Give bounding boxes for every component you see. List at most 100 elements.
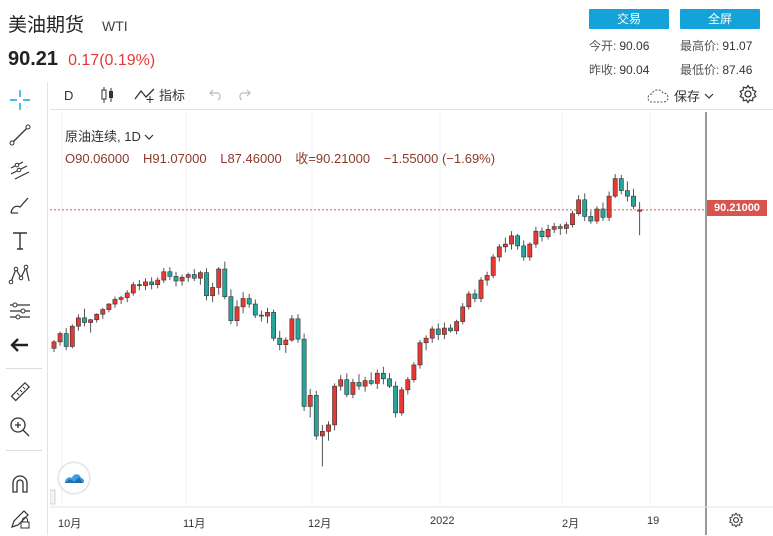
candle-body	[600, 208, 606, 218]
candle-body	[69, 325, 75, 347]
lock-drawing-icon[interactable]	[8, 507, 32, 531]
x-label-oct: 10月	[58, 518, 82, 530]
candle-body	[563, 224, 569, 229]
candle-body	[137, 284, 142, 286]
chevron-down-icon	[704, 93, 714, 99]
candle-body	[423, 337, 429, 344]
candle-body	[551, 226, 557, 230]
candle-body	[228, 296, 234, 321]
candle-body	[246, 298, 252, 305]
series-label: 原油连续, 1D	[65, 129, 141, 144]
candle-body	[545, 229, 551, 238]
candle-body	[460, 306, 466, 322]
candle-body	[484, 275, 490, 281]
candle-body	[612, 178, 618, 197]
price-change: 0.17(0.19%)	[68, 52, 156, 69]
candle-body	[472, 293, 478, 299]
candlestick-chart[interactable]	[50, 112, 773, 535]
brush-icon[interactable]	[8, 193, 32, 217]
candle-body	[454, 321, 459, 332]
candle-body	[240, 298, 246, 308]
candle-body	[149, 281, 154, 285]
candle-body	[570, 213, 575, 226]
magnet-icon[interactable]	[8, 472, 32, 496]
drawing-toolbar	[0, 82, 48, 535]
candle-body	[539, 230, 545, 238]
undo-icon[interactable]	[208, 87, 224, 104]
candle-body	[118, 297, 124, 300]
tool-divider	[6, 368, 42, 369]
series-legend[interactable]: 原油连续, 1D	[65, 126, 154, 145]
candle-body	[399, 389, 405, 414]
candle-body	[466, 293, 472, 308]
axis-settings-gear-icon[interactable]	[728, 512, 744, 533]
legend-low: L87.46000	[220, 151, 282, 166]
stat-open-value: 90.06	[619, 39, 650, 53]
save-button[interactable]: 保存	[646, 86, 714, 105]
candle-body	[313, 395, 319, 437]
candle-body	[82, 317, 87, 323]
candle-body	[234, 306, 240, 321]
last-price: 90.21	[8, 48, 59, 70]
candle-body	[106, 303, 112, 310]
candle-body	[478, 279, 484, 299]
candle-body	[527, 243, 533, 258]
candle-body	[350, 382, 356, 395]
candle-body	[496, 246, 502, 258]
candle-body	[51, 341, 57, 349]
candle-body	[283, 339, 289, 345]
cloud-logo-icon	[65, 474, 85, 483]
stat-prev-close: 昨收: 90.04	[589, 61, 649, 78]
candle-body	[301, 338, 307, 407]
candle-body	[338, 379, 344, 387]
trade-button[interactable]: 交易	[589, 9, 669, 29]
candle-type-icon[interactable]	[100, 86, 116, 107]
candle-body	[161, 271, 167, 281]
interval-button[interactable]: D	[64, 88, 74, 103]
candle-body	[112, 299, 118, 305]
crosshair-icon[interactable]	[8, 88, 32, 112]
candle-body	[124, 292, 130, 298]
stat-low-label: 最低价:	[680, 63, 720, 77]
brand-logo[interactable]	[58, 462, 90, 494]
candle-body	[271, 312, 276, 339]
candle-body	[326, 424, 331, 432]
candle-body	[155, 279, 161, 285]
candle-body	[533, 230, 539, 245]
candle-body	[631, 195, 636, 207]
zoom-in-icon[interactable]	[8, 415, 32, 439]
save-label: 保存	[674, 89, 701, 104]
arrow-back-icon[interactable]	[8, 333, 32, 357]
candle-body	[502, 243, 508, 248]
pattern-icon[interactable]	[8, 263, 32, 287]
candle-body	[509, 235, 514, 245]
candle-body	[198, 272, 203, 279]
stat-high-label: 最高价:	[680, 39, 720, 53]
candle-body	[448, 327, 453, 332]
candle-body	[265, 312, 270, 317]
stat-open-label: 今开:	[589, 39, 617, 53]
candle-body	[344, 379, 350, 395]
candle-body	[588, 216, 594, 222]
indicators-button[interactable]: 指标	[134, 85, 185, 104]
chart-toolbar: D 指标 保存	[50, 84, 773, 110]
candle-body	[618, 178, 624, 191]
trend-line-icon[interactable]	[8, 123, 32, 147]
instrument-title: 美油期货	[8, 15, 85, 36]
candle-body	[167, 271, 173, 277]
fullscreen-button[interactable]: 全屏	[680, 9, 760, 29]
text-tool-icon[interactable]	[8, 228, 32, 252]
candle-body	[100, 309, 106, 315]
candle-body	[374, 372, 380, 384]
candle-body	[405, 379, 411, 391]
redo-icon[interactable]	[236, 87, 252, 104]
scroll-handle	[50, 489, 56, 505]
candle-body	[88, 319, 93, 323]
fib-lines-icon[interactable]	[8, 158, 32, 182]
stat-prev-label: 昨收:	[589, 63, 617, 77]
ruler-icon[interactable]	[8, 380, 32, 404]
candle-body	[332, 385, 337, 426]
chevron-down-icon	[145, 134, 154, 140]
prediction-icon[interactable]	[8, 298, 32, 322]
settings-gear-icon[interactable]	[738, 84, 758, 107]
